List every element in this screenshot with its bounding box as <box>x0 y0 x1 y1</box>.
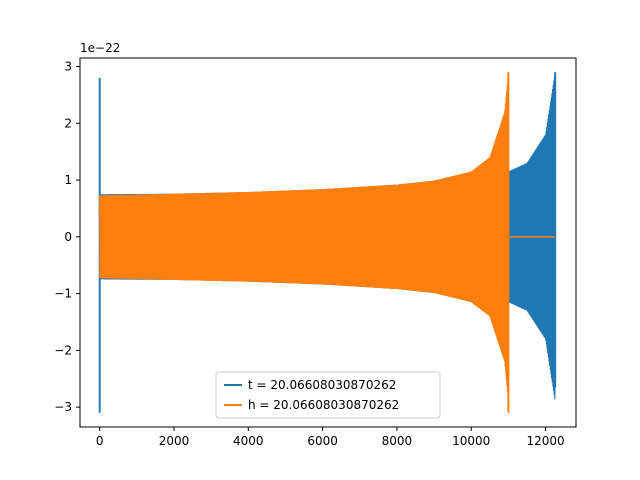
series-line <box>99 72 509 399</box>
y-tick-label: 2 <box>64 116 72 130</box>
y-tick-label: 0 <box>64 230 72 244</box>
series-h <box>99 72 556 413</box>
legend-label: h = 20.06608030870262 <box>248 398 399 412</box>
legend-label: t = 20.06608030870262 <box>248 378 396 392</box>
x-tick-label: 10000 <box>452 434 490 448</box>
x-tick-label: 4000 <box>233 434 264 448</box>
y-tick-label: −1 <box>54 287 72 301</box>
plot-area <box>98 72 557 413</box>
x-tick-label: 8000 <box>382 434 413 448</box>
x-tick-label: 6000 <box>307 434 338 448</box>
x-tick-label: 0 <box>96 434 104 448</box>
y-tick-label: 3 <box>64 60 72 74</box>
y-tick-label: −3 <box>54 400 72 414</box>
legend-box <box>215 371 441 419</box>
y-offset-label: 1e−22 <box>80 41 120 55</box>
x-tick-label: 2000 <box>159 434 190 448</box>
axes: 0 2000 4000 6000 8000 10000 12000 −3 −2 −1 0 1 2 3 1e−… <box>54 41 577 448</box>
axes-frame <box>79 57 577 428</box>
y-tick-label: 1 <box>64 173 72 187</box>
legend: t = 20.06608030870262 h = 20.066080308702… <box>215 371 441 419</box>
y-tick-label: −2 <box>54 343 72 357</box>
x-tick-label: 12000 <box>526 434 564 448</box>
